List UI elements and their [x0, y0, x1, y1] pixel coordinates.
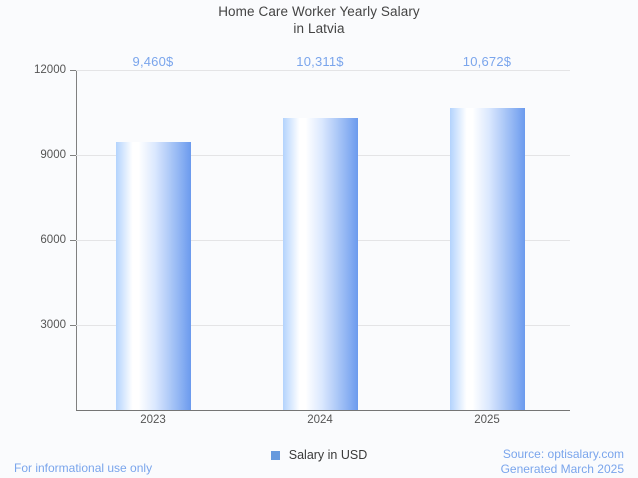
- legend-swatch-icon: [270, 450, 280, 460]
- gridline-12000: [76, 70, 570, 71]
- chart-title-line2: in Latvia: [293, 21, 345, 36]
- ytick-label-12000: 12000: [34, 64, 66, 76]
- ytick-label-9000: 9000: [40, 149, 66, 161]
- bar-2025[interactable]: [450, 107, 525, 410]
- legend-item-salary-in-usd[interactable]: Salary in USD: [260, 446, 378, 464]
- ytick-label-6000: 6000: [40, 234, 66, 246]
- footer-generated: Generated March 2025: [500, 462, 624, 476]
- tick-mark-9000: [70, 155, 76, 156]
- footer-attribution: Source: optisalary.com Generated March 2…: [501, 447, 624, 477]
- ytick-label-3000: 3000: [40, 319, 66, 331]
- xtick-label-2024: 2024: [307, 414, 333, 426]
- chart-title-line1: Home Care Worker Yearly Salary: [218, 4, 420, 19]
- bar-value-2024: 10,311$: [296, 54, 344, 69]
- xtick-label-2025: 2025: [474, 414, 500, 426]
- bar-value-2023: 9,460$: [132, 54, 174, 69]
- tick-mark-6000: [70, 240, 76, 241]
- legend-label-salary-in-usd: Salary in USD: [288, 448, 368, 462]
- bar-value-2025: 10,672$: [462, 54, 512, 69]
- bar-2023[interactable]: [116, 141, 191, 410]
- bar-2024[interactable]: [283, 117, 358, 410]
- xtick-label-2023: 2023: [140, 414, 166, 426]
- tick-mark-3000: [70, 325, 76, 326]
- chart-legend: Salary in USD: [0, 446, 638, 464]
- x-axis-line: [76, 410, 570, 411]
- chart-title: Home Care Worker Yearly Salary in Latvia: [0, 3, 638, 37]
- tick-mark-12000: [70, 70, 76, 71]
- plot-area: [76, 70, 570, 410]
- footer-source: Source: optisalary.com: [502, 447, 624, 461]
- footer-disclaimer: For informational use only: [14, 461, 153, 475]
